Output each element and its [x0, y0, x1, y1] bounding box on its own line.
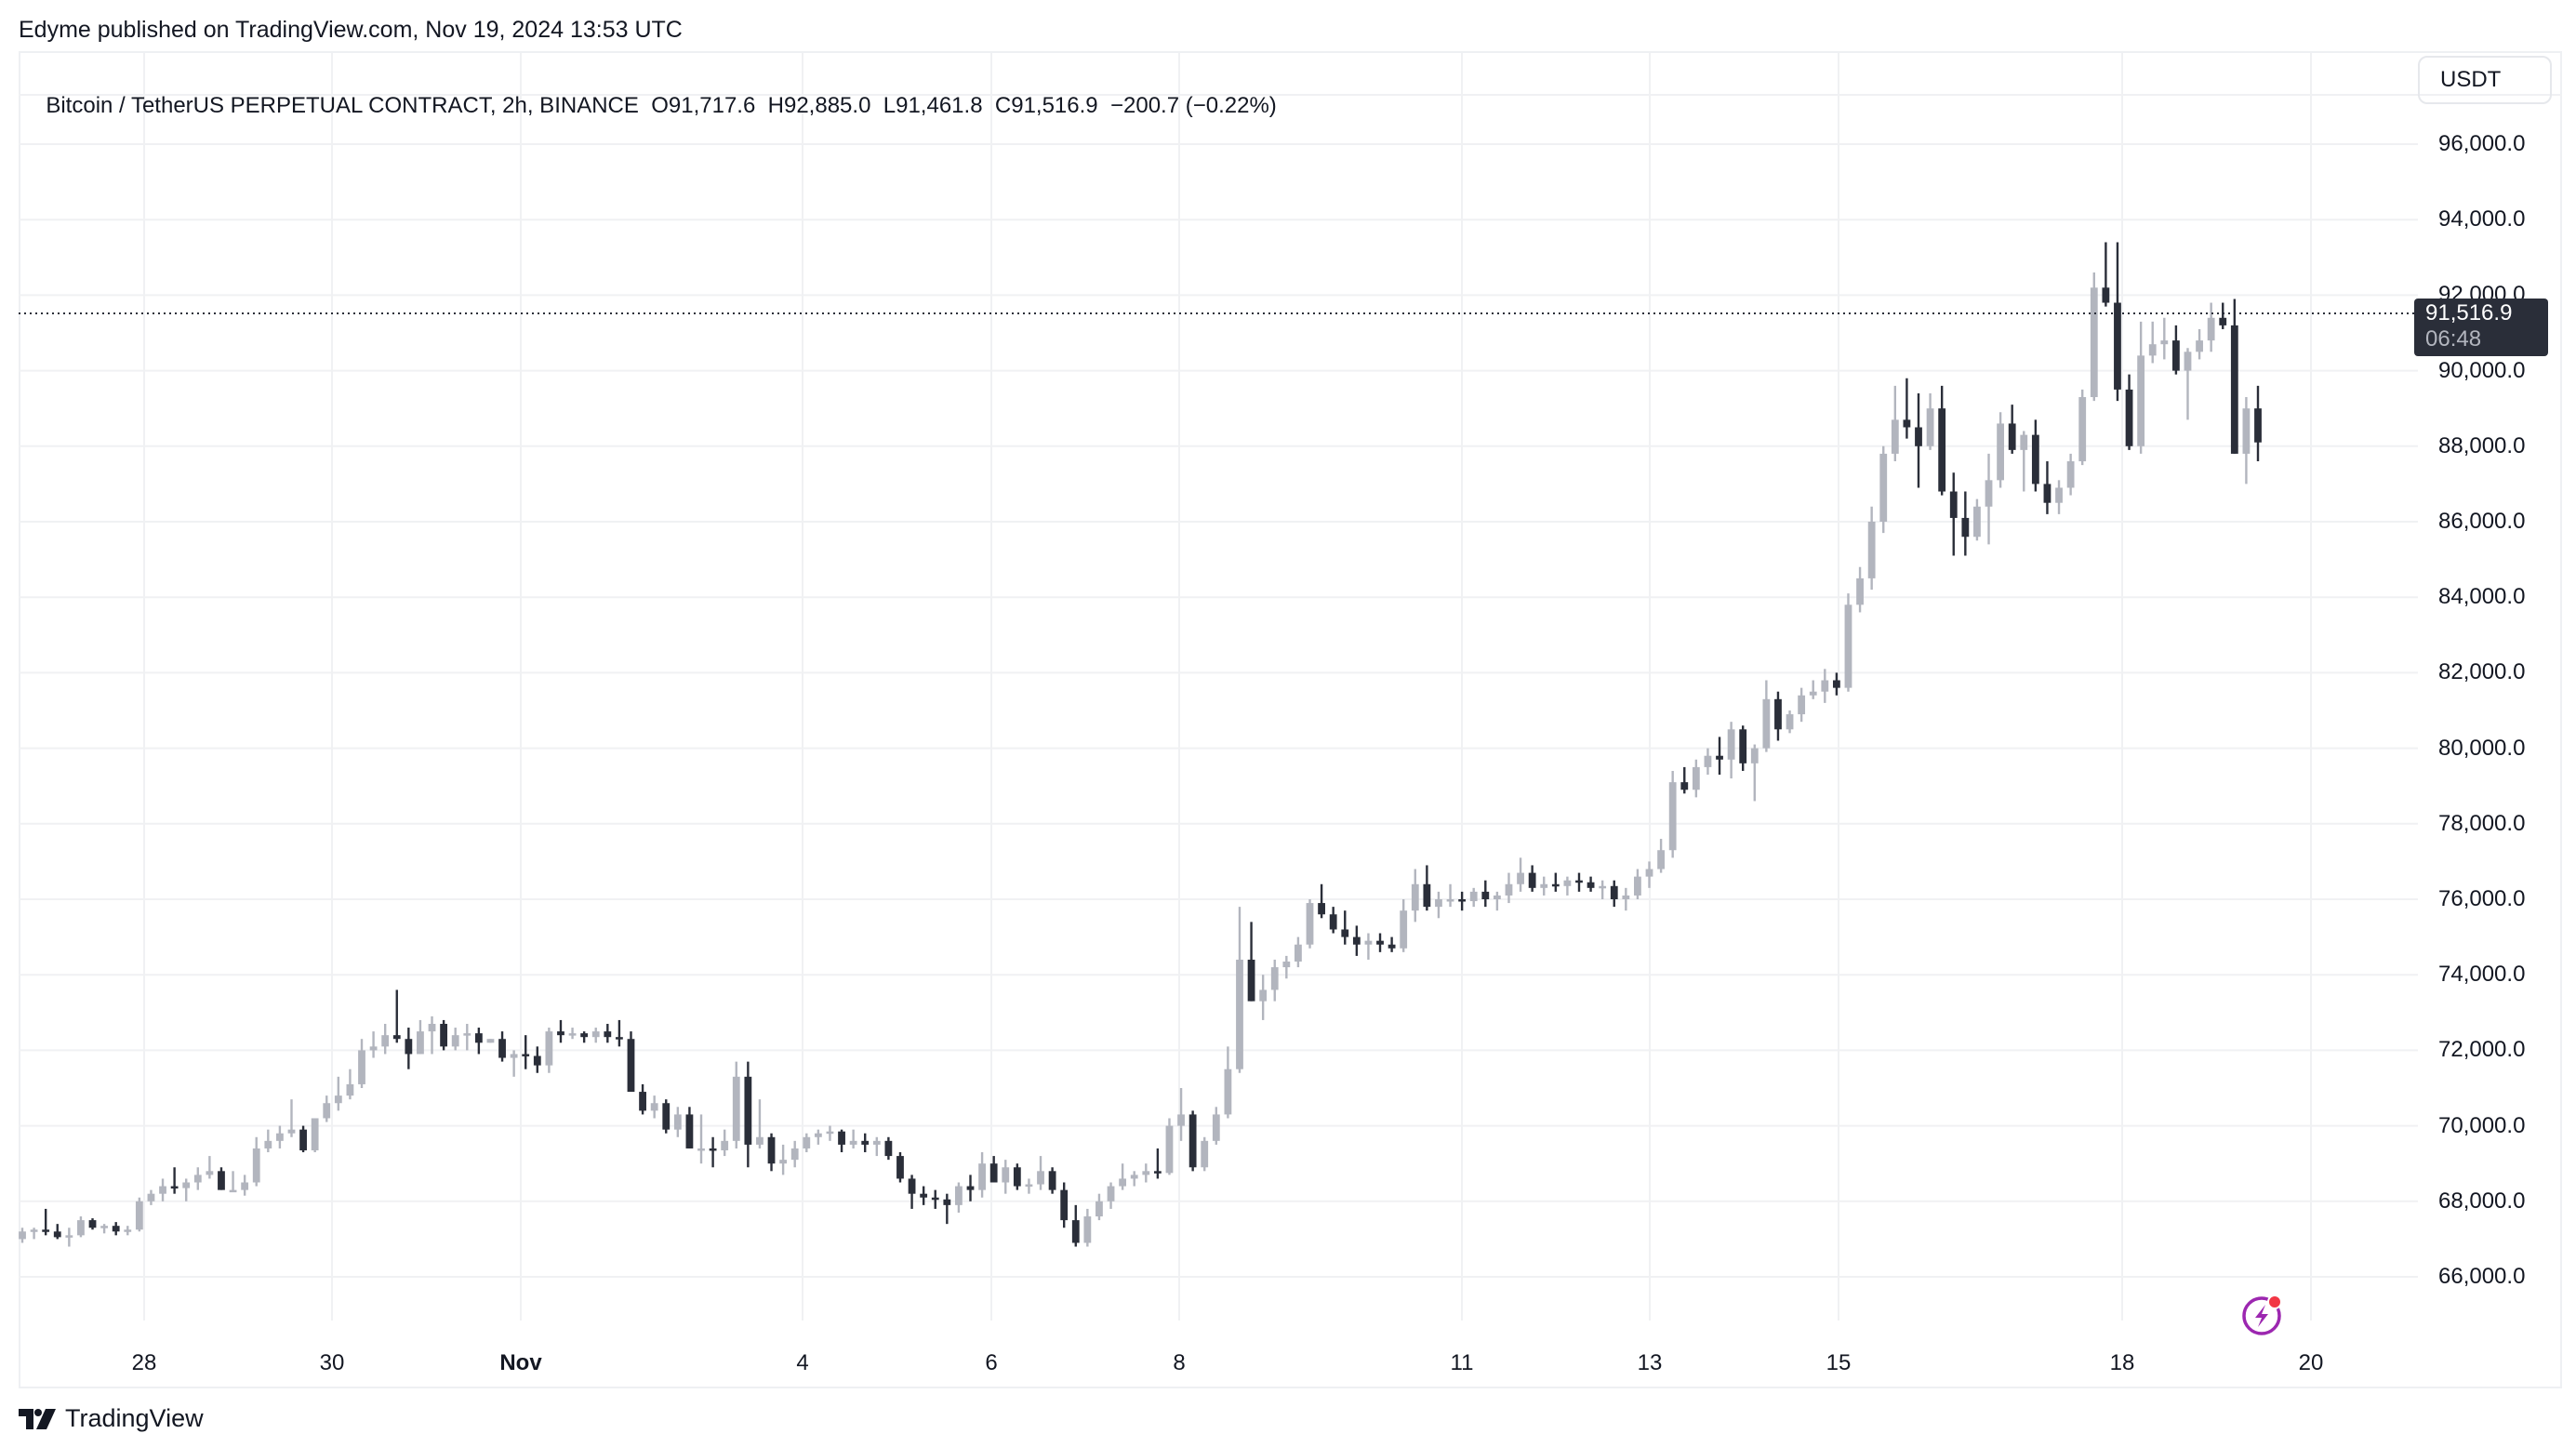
time-tick-label: 20	[2298, 1350, 2324, 1375]
symbol-title[interactable]: Bitcoin / TetherUS PERPETUAL CONTRACT, 2…	[46, 93, 639, 118]
price-tick-label: 76,000.0	[2438, 886, 2526, 911]
lightning-alert-icon[interactable]	[2239, 1291, 2286, 1337]
price-tick-label: 74,000.0	[2438, 962, 2526, 988]
last-price-value: 91,516.9	[2425, 300, 2513, 325]
currency-button[interactable]: USDT	[2418, 56, 2552, 104]
price-tick-label: 94,000.0	[2438, 206, 2526, 232]
publish-info: Edyme published on TradingView.com, Nov …	[19, 17, 683, 43]
time-tick-label: Nov	[499, 1350, 542, 1375]
price-tick-label: 90,000.0	[2438, 357, 2526, 383]
price-tick-label: 86,000.0	[2438, 509, 2526, 534]
price-tick-label: 72,000.0	[2438, 1037, 2526, 1063]
legend-high: H92,885.0	[767, 93, 871, 118]
legend-low: L91,461.8	[883, 93, 983, 118]
price-tick-label: 78,000.0	[2438, 810, 2526, 836]
brand-name: TradingView	[65, 1404, 204, 1432]
time-tick-label: 11	[1450, 1350, 1474, 1375]
price-tick-label: 82,000.0	[2438, 659, 2526, 685]
price-tick-label: 80,000.0	[2438, 735, 2526, 761]
price-tick-label: 96,000.0	[2438, 131, 2526, 156]
time-tick-label: 18	[2109, 1350, 2135, 1375]
time-tick-label: 6	[985, 1350, 998, 1375]
legend-close: C91,516.9	[994, 93, 1098, 118]
last-price-label: 91,516.9 06:48	[2414, 299, 2548, 356]
footer-brand[interactable]: TradingView	[19, 1404, 204, 1433]
time-tick-label: 28	[131, 1350, 157, 1375]
price-tick-label: 68,000.0	[2438, 1188, 2526, 1214]
price-tick-label: 88,000.0	[2438, 432, 2526, 458]
price-tick-label: 66,000.0	[2438, 1264, 2526, 1289]
symbol-legend: Bitcoin / TetherUS PERPETUAL CONTRACT, 2…	[33, 67, 1277, 119]
legend-open: O91,717.6	[651, 93, 756, 118]
tradingview-logo-icon	[19, 1408, 56, 1429]
price-tick-label: 70,000.0	[2438, 1112, 2526, 1138]
time-tick-label: 8	[1173, 1350, 1186, 1375]
legend-change: −200.7 (−0.22%)	[1110, 93, 1277, 118]
bar-countdown: 06:48	[2425, 326, 2482, 352]
time-tick-label: 4	[796, 1350, 809, 1375]
time-tick-label: 15	[1826, 1350, 1852, 1375]
price-tick-label: 84,000.0	[2438, 584, 2526, 610]
chart-frame	[19, 51, 2562, 1388]
time-tick-label: 13	[1637, 1350, 1663, 1375]
time-tick-label: 30	[319, 1350, 345, 1375]
